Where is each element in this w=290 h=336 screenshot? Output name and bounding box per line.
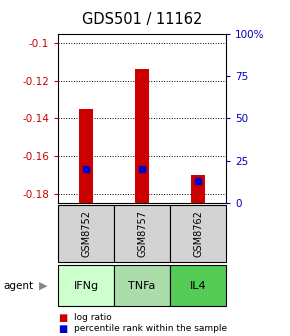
- Bar: [191, 175, 205, 203]
- Text: agent: agent: [3, 281, 33, 291]
- Text: ■: ■: [58, 324, 67, 334]
- Text: GDS501 / 11162: GDS501 / 11162: [82, 12, 202, 27]
- Text: percentile rank within the sample: percentile rank within the sample: [74, 324, 227, 333]
- Text: TNFa: TNFa: [128, 281, 156, 291]
- Text: GSM8757: GSM8757: [137, 210, 147, 257]
- Bar: [79, 109, 93, 203]
- Text: IFNg: IFNg: [73, 281, 99, 291]
- Text: IL4: IL4: [190, 281, 206, 291]
- Text: log ratio: log ratio: [74, 313, 112, 322]
- Text: GSM8752: GSM8752: [81, 210, 91, 257]
- Bar: [135, 70, 149, 203]
- Text: ▶: ▶: [39, 281, 48, 291]
- Text: ■: ■: [58, 312, 67, 323]
- Text: GSM8762: GSM8762: [193, 210, 203, 257]
